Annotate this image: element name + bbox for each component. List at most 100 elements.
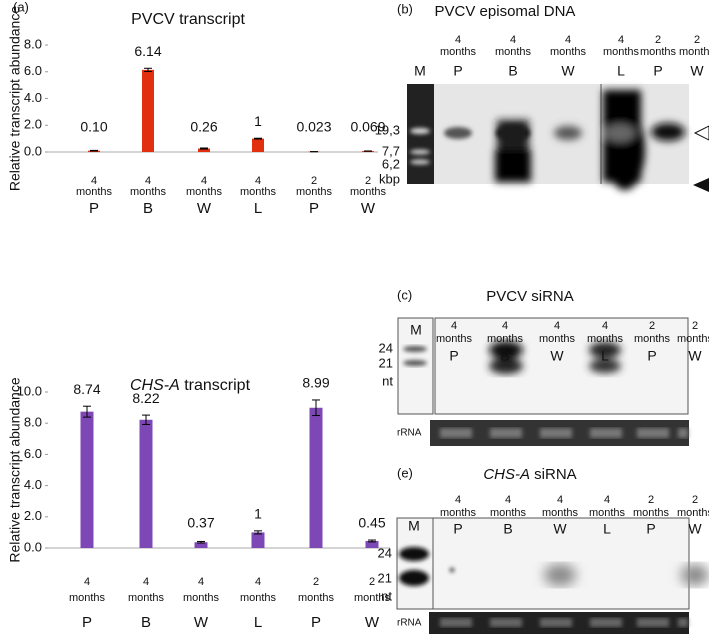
lane-period-unit: months bbox=[679, 46, 709, 58]
x-tick-label: L bbox=[254, 200, 262, 217]
lane-label: W bbox=[550, 348, 564, 364]
lane-period-unit: months bbox=[539, 333, 576, 345]
lane-period-number: 4 bbox=[554, 320, 560, 332]
lane-label: L bbox=[603, 521, 611, 537]
value-label: 8.74 bbox=[73, 381, 100, 397]
title-text: siRNA bbox=[534, 466, 577, 483]
x-tick-label: P bbox=[309, 200, 319, 217]
value-label: 8.22 bbox=[132, 390, 159, 406]
lane-period-number: 4 bbox=[502, 320, 508, 332]
x-tick-label: W bbox=[194, 614, 209, 631]
lane-label: P bbox=[453, 521, 462, 537]
marker-lane bbox=[396, 517, 434, 610]
lane-period-number: 2 bbox=[648, 494, 654, 506]
panel-label: (c) bbox=[397, 287, 412, 302]
title: CHS-A siRNA bbox=[483, 466, 576, 483]
lane-label: W bbox=[553, 521, 567, 537]
title-italic: CHS-A bbox=[130, 377, 180, 394]
bar bbox=[198, 148, 210, 152]
x-tick-label: P bbox=[82, 614, 92, 631]
y-tick-label: 2.0 bbox=[24, 117, 42, 132]
lane-label: P bbox=[647, 348, 656, 364]
period-unit: months bbox=[240, 186, 277, 198]
y-tick-label: 8.0 bbox=[24, 415, 42, 430]
lane-period-number: 4 bbox=[557, 494, 563, 506]
lane-label: B bbox=[503, 521, 512, 537]
period-unit: months bbox=[183, 592, 220, 604]
panel-label: (e) bbox=[397, 465, 413, 480]
lane-period-unit: months bbox=[495, 46, 532, 58]
period-unit: months bbox=[76, 186, 113, 198]
period-unit: months bbox=[240, 592, 277, 604]
title-text: transcript bbox=[184, 377, 250, 394]
rrna-bands bbox=[440, 428, 688, 438]
size-label: 6,2 bbox=[382, 156, 400, 171]
title-text: PVCV episomal DNA bbox=[435, 3, 576, 20]
title: PVCV transcript bbox=[131, 11, 245, 28]
period-unit: months bbox=[354, 592, 391, 604]
lane-label: P bbox=[453, 63, 462, 79]
lane-period-unit: months bbox=[587, 333, 624, 345]
lane-period-number: 2 bbox=[692, 494, 698, 506]
size-label: nt bbox=[381, 588, 392, 603]
lane-period-unit: months bbox=[436, 333, 473, 345]
period-number: 4 bbox=[143, 576, 149, 588]
panel-label: (b) bbox=[397, 1, 413, 16]
period-number: 4 bbox=[255, 175, 261, 187]
y-axis-label: Relative transcript abundance bbox=[7, 6, 23, 191]
loading-label: rRNA bbox=[397, 428, 422, 439]
lane-period-unit: months bbox=[490, 507, 527, 519]
x-tick-label: B bbox=[143, 200, 153, 217]
bar bbox=[251, 532, 265, 548]
lane-label: W bbox=[561, 63, 575, 79]
lane-label: L bbox=[617, 63, 625, 79]
lane-label: P bbox=[449, 348, 458, 364]
lane-period-number: 4 bbox=[505, 494, 511, 506]
lane-period-number: 4 bbox=[510, 34, 516, 46]
bar bbox=[139, 419, 153, 548]
period-number: 4 bbox=[255, 576, 261, 588]
period-unit: months bbox=[186, 186, 223, 198]
size-label: nt bbox=[382, 373, 393, 388]
period-unit: months bbox=[128, 592, 165, 604]
y-tick-label: 10.0 bbox=[17, 383, 42, 398]
period-number: 4 bbox=[84, 576, 90, 588]
y-axis-label: Relative transcript abundance bbox=[7, 377, 23, 562]
smears bbox=[544, 564, 709, 586]
x-tick-label: W bbox=[197, 200, 212, 217]
size-label: kbp bbox=[379, 171, 400, 186]
period-unit: months bbox=[130, 186, 167, 198]
value-label: 0.37 bbox=[187, 515, 214, 531]
size-label: 24 bbox=[379, 340, 393, 355]
title-text: PVCV transcript bbox=[131, 11, 245, 28]
lane-period-unit: months bbox=[677, 333, 709, 345]
lane-period-unit: months bbox=[633, 507, 670, 519]
y-tick-label: 4.0 bbox=[24, 90, 42, 105]
value-label: 0.10 bbox=[80, 119, 107, 135]
lane-period-number: 4 bbox=[455, 34, 461, 46]
size-label: 21 bbox=[378, 570, 392, 585]
period-number: 4 bbox=[201, 175, 207, 187]
size-label: 24 bbox=[378, 545, 392, 560]
lane-label: P bbox=[646, 521, 655, 537]
marker-label: M bbox=[408, 518, 420, 534]
arrow-filled bbox=[693, 178, 709, 192]
lane-period-unit: months bbox=[440, 507, 477, 519]
lane-period-number: 4 bbox=[455, 494, 461, 506]
period-number: 4 bbox=[145, 175, 151, 187]
lane-period-number: 4 bbox=[451, 320, 457, 332]
lane-period-unit: months bbox=[603, 46, 640, 58]
y-tick-label: 0.0 bbox=[24, 143, 42, 158]
bar bbox=[365, 540, 379, 548]
value-label: 6.14 bbox=[134, 43, 161, 59]
title-italic: CHS-A bbox=[483, 466, 530, 483]
value-label: 1 bbox=[254, 113, 262, 129]
y-tick-label: 2.0 bbox=[24, 508, 42, 523]
value-label: 1 bbox=[254, 506, 262, 522]
title: PVCV siRNA bbox=[486, 288, 574, 305]
lane-period-number: 2 bbox=[694, 34, 700, 46]
panel-label: (a) bbox=[13, 0, 29, 14]
y-tick-label: 6.0 bbox=[24, 446, 42, 461]
lane-period-unit: months bbox=[550, 46, 587, 58]
marker-label: M bbox=[414, 63, 426, 79]
